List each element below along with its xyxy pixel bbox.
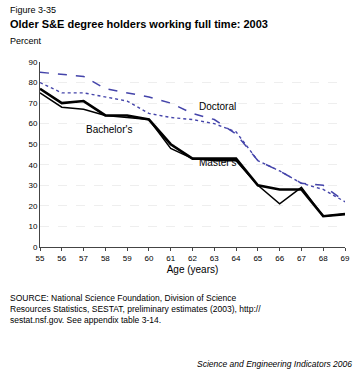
svg-text:66: 66 [275, 254, 284, 263]
svg-text:Figure 3-35: Figure 3-35 [10, 5, 56, 15]
svg-text:63: 63 [210, 254, 219, 263]
svg-text:68: 68 [319, 254, 328, 263]
svg-text:57: 57 [79, 254, 88, 263]
svg-text:56: 56 [57, 254, 66, 263]
svg-text:80: 80 [28, 78, 37, 87]
svg-text:90: 90 [28, 58, 37, 67]
svg-text:67: 67 [297, 254, 306, 263]
svg-text:Science and Engineering Indica: Science and Engineering Indicators 2006 [197, 359, 352, 369]
svg-text:30: 30 [28, 181, 37, 190]
svg-text:55: 55 [36, 254, 45, 263]
svg-text:60: 60 [144, 254, 153, 263]
svg-text:20: 20 [28, 202, 37, 211]
svg-text:70: 70 [28, 99, 37, 108]
svg-text:62: 62 [188, 254, 197, 263]
svg-text:69: 69 [341, 254, 350, 263]
svg-text:Age (years): Age (years) [167, 264, 219, 275]
svg-text:65: 65 [253, 254, 262, 263]
svg-text:59: 59 [123, 254, 132, 263]
svg-text:50: 50 [28, 140, 37, 149]
svg-text:Older S&E degree holders worki: Older S&E degree holders working full ti… [10, 18, 268, 30]
svg-text:Percent: Percent [10, 36, 42, 46]
svg-text:40: 40 [28, 161, 37, 170]
svg-text:58: 58 [101, 254, 110, 263]
svg-text:61: 61 [166, 254, 175, 263]
svg-text:60: 60 [28, 119, 37, 128]
svg-text:10: 10 [28, 222, 37, 231]
svg-text:Doctoral: Doctoral [199, 101, 236, 112]
svg-text:Bachelor's: Bachelor's [86, 124, 132, 135]
svg-text:64: 64 [232, 254, 241, 263]
svg-text:0: 0 [33, 243, 38, 252]
svg-text:Master's: Master's [199, 157, 236, 168]
svg-text:SOURCE: National Science Found: SOURCE: National Science Foundation, Div… [10, 293, 261, 325]
